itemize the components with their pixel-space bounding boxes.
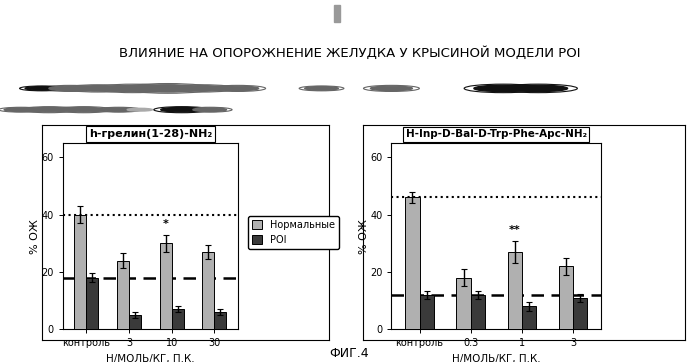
Ellipse shape xyxy=(217,86,259,90)
Y-axis label: % ОЖ: % ОЖ xyxy=(30,219,40,254)
Text: H-Inp-D-Bal-D-Trp-Phe-Apc-NH₂: H-Inp-D-Bal-D-Trp-Phe-Apc-NH₂ xyxy=(405,129,587,139)
Text: h-грелин(1-28)-NH₂: h-грелин(1-28)-NH₂ xyxy=(89,129,212,139)
Bar xyxy=(573,298,587,329)
Ellipse shape xyxy=(103,85,162,92)
Ellipse shape xyxy=(193,108,226,111)
Text: *: * xyxy=(163,219,168,229)
Bar xyxy=(74,215,87,329)
Bar xyxy=(159,243,171,329)
Ellipse shape xyxy=(63,108,105,112)
Ellipse shape xyxy=(4,108,38,111)
Text: ВЛИЯНИЕ НА ОПОРОЖНЕНИЕ ЖЕЛУДКА У КРЫСИНОЙ МОДЕЛИ POI: ВЛИЯНИЕ НА ОПОРОЖНЕНИЕ ЖЕЛУДКА У КРЫСИНО… xyxy=(119,46,580,60)
Ellipse shape xyxy=(134,85,201,92)
Ellipse shape xyxy=(28,108,70,112)
Bar xyxy=(129,315,141,329)
Y-axis label: % ОЖ: % ОЖ xyxy=(359,219,368,254)
Bar xyxy=(419,295,434,329)
Ellipse shape xyxy=(25,87,59,90)
Ellipse shape xyxy=(370,86,412,90)
Bar xyxy=(171,310,184,329)
Ellipse shape xyxy=(102,108,136,111)
Ellipse shape xyxy=(127,108,152,111)
Bar xyxy=(522,307,536,329)
Bar xyxy=(87,278,99,329)
Bar xyxy=(117,261,129,329)
Bar xyxy=(325,1,353,26)
Ellipse shape xyxy=(509,85,568,92)
X-axis label: Н/МОЛЬ/КГ, П.К.: Н/МОЛЬ/КГ, П.К. xyxy=(452,354,540,362)
Bar xyxy=(202,252,214,329)
Bar xyxy=(214,312,226,329)
Ellipse shape xyxy=(178,86,228,91)
Ellipse shape xyxy=(305,87,338,90)
Legend: Нормальные, POI: Нормальные, POI xyxy=(248,216,339,249)
X-axis label: Н/МОЛЬ/КГ, П.К.: Н/МОЛЬ/КГ, П.К. xyxy=(106,354,194,362)
Bar xyxy=(507,252,522,329)
Text: ФИГ.4: ФИГ.4 xyxy=(330,347,369,360)
Ellipse shape xyxy=(161,108,203,112)
Bar xyxy=(405,198,419,329)
Bar xyxy=(559,266,573,329)
Bar xyxy=(456,278,470,329)
Text: **: ** xyxy=(509,225,521,235)
Ellipse shape xyxy=(73,86,123,91)
Bar xyxy=(334,5,340,22)
Ellipse shape xyxy=(474,85,533,92)
Bar xyxy=(470,295,485,329)
Ellipse shape xyxy=(49,86,91,90)
